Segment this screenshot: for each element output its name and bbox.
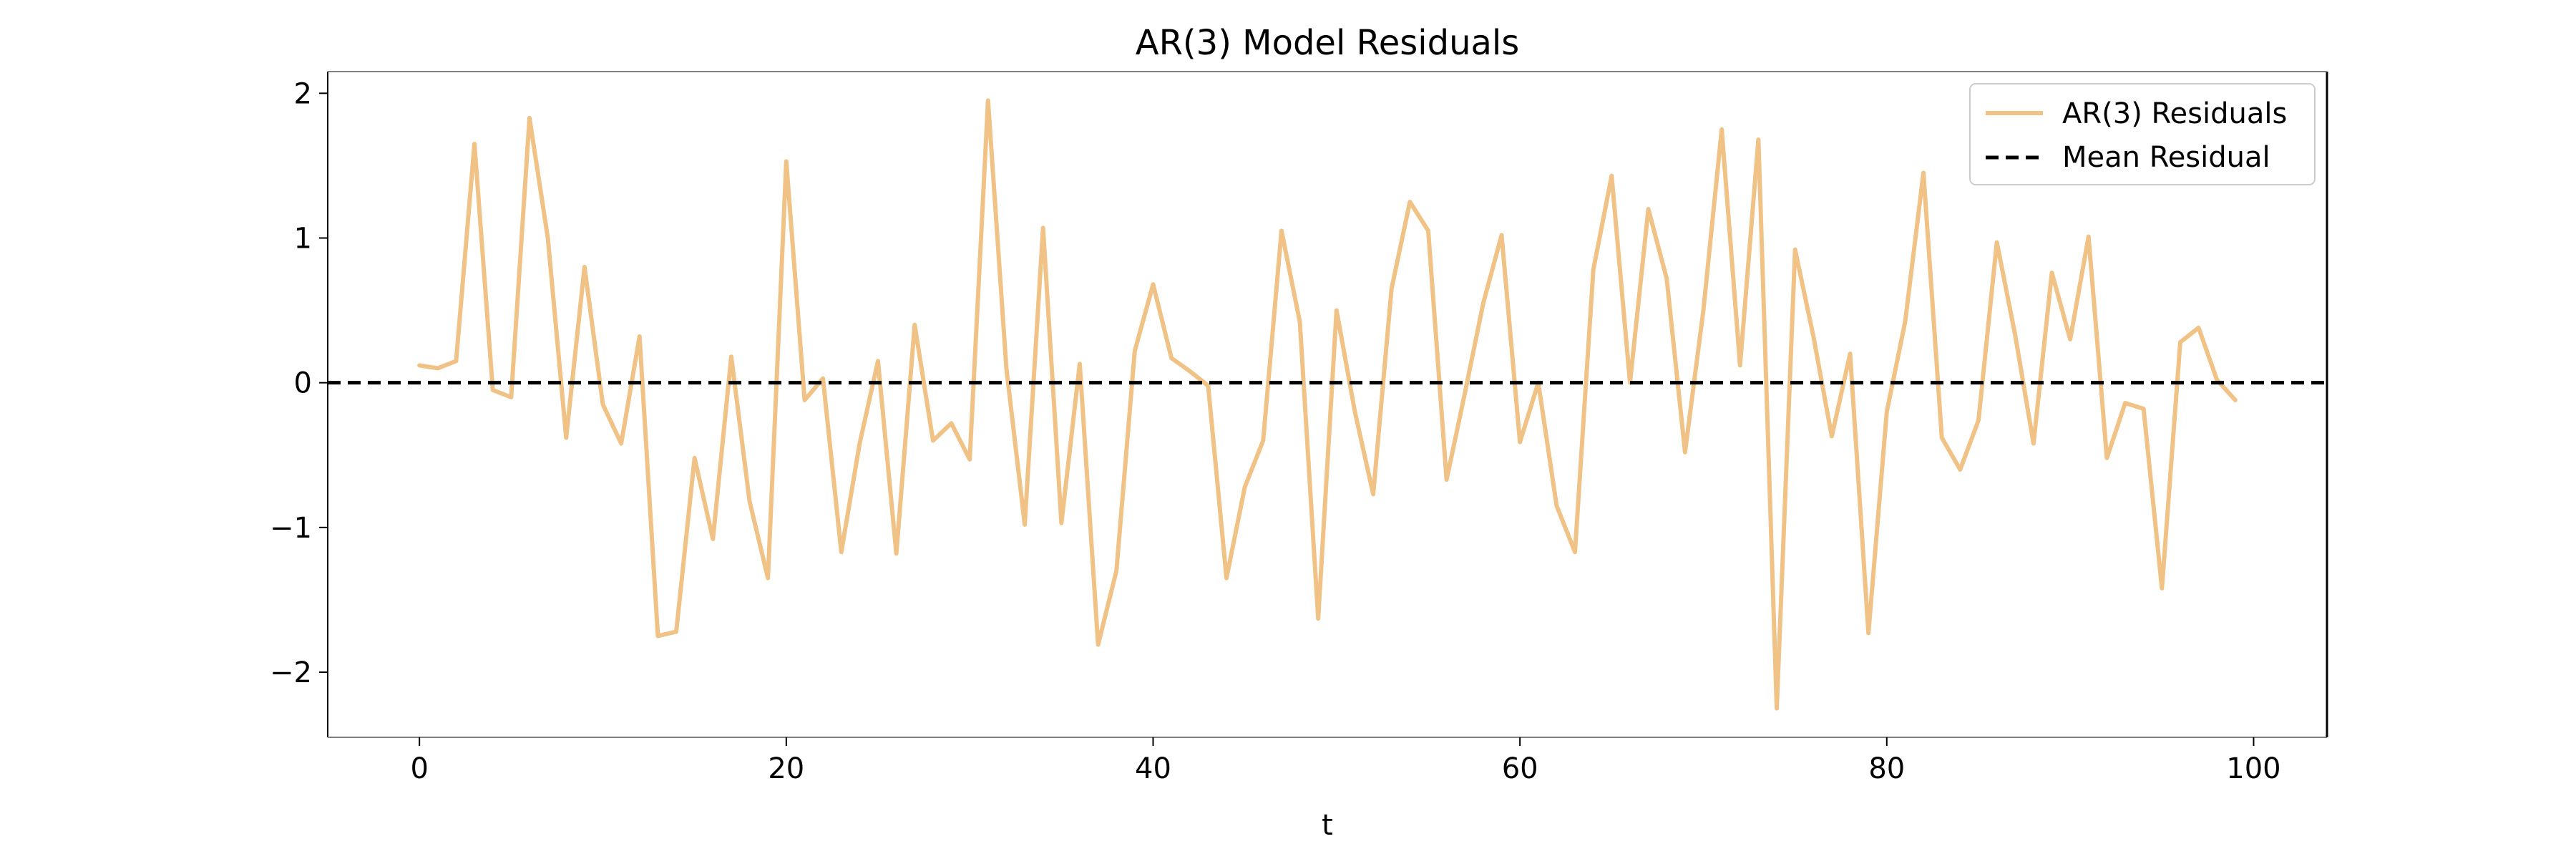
x-tick-label: 20: [768, 752, 804, 785]
x-tick-label: 80: [1868, 752, 1905, 785]
legend-label-residuals: AR(3) Residuals: [2062, 97, 2287, 130]
plot-area: 0 20 40 60 80 100 −2 −1 0 1 2: [270, 71, 2328, 785]
y-tick-label: −1: [270, 512, 312, 545]
legend: AR(3) Residuals Mean Residual: [1969, 83, 2316, 185]
legend-label-mean: Mean Residual: [2062, 141, 2270, 174]
y-tick-label: 2: [294, 77, 312, 110]
y-tick-label: −2: [270, 656, 312, 689]
y-tick-label: 0: [294, 367, 312, 400]
y-tick-label: 1: [294, 223, 312, 256]
x-tick-label: 40: [1135, 752, 1171, 785]
legend-box: [1969, 83, 2316, 185]
x-axis-label: t: [1322, 809, 1333, 842]
x-tick-label: 60: [1502, 752, 1538, 785]
x-tick-label: 100: [2226, 752, 2280, 785]
series-line-residuals: [417, 98, 2238, 711]
x-tick-label: 0: [410, 752, 428, 785]
chart-title: AR(3) Model Residuals: [1136, 23, 1520, 63]
